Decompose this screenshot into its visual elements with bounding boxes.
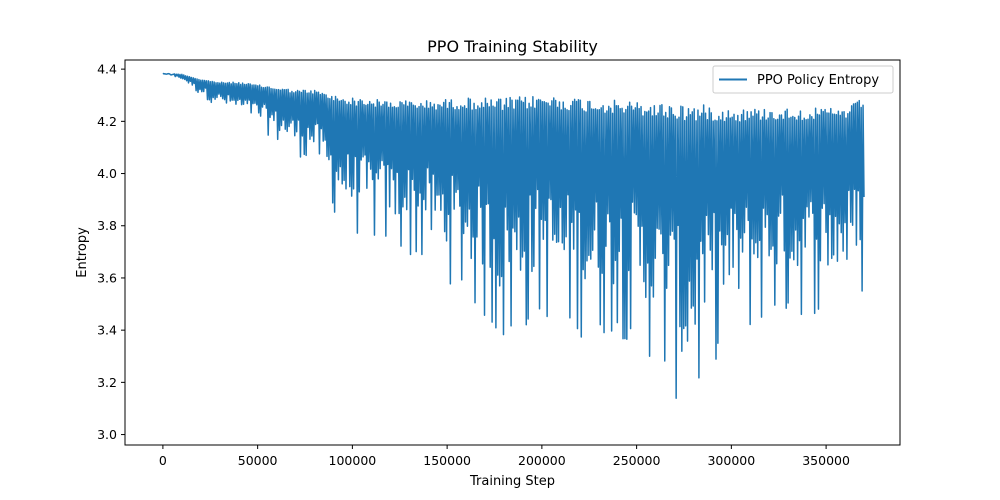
x-tick-label: 350000 (802, 453, 850, 468)
x-axis-label: Training Step (469, 474, 555, 489)
legend: PPO Policy Entropy (712, 65, 894, 94)
x-tick-label: 250000 (613, 453, 661, 468)
legend-label: PPO Policy Entropy (757, 73, 879, 88)
series-line-ppo-policy-entropy (162, 72, 865, 399)
plot-area (162, 72, 865, 399)
x-tick-label: 200000 (518, 453, 566, 468)
y-tick-label: 4.4 (97, 62, 117, 77)
y-tick-label: 3.4 (97, 323, 117, 338)
legend-frame (712, 65, 894, 94)
x-tick-label: 50000 (238, 453, 278, 468)
y-tick-label: 3.6 (97, 270, 117, 285)
y-axis-label: Entropy (75, 227, 90, 278)
chart-title: PPO Training Stability (427, 37, 598, 56)
y-axis: 3.0 3.2 3.4 3.6 3.8 4.0 4.2 4.4 (97, 62, 125, 442)
plot-frame (124, 59, 901, 446)
x-tick-label: 150000 (423, 453, 471, 468)
y-tick-label: 3.8 (97, 218, 117, 233)
x-tick-label: 100000 (329, 453, 377, 468)
x-tick-label: 0 (159, 453, 167, 468)
x-axis: 0 50000 100000 150000 200000 250000 300000 3500… (159, 445, 850, 468)
y-tick-label: 3.2 (97, 375, 117, 390)
y-tick-label: 4.0 (97, 166, 117, 181)
y-tick-label: 4.2 (97, 114, 117, 129)
x-tick-label: 300000 (707, 453, 755, 468)
y-tick-label: 3.0 (97, 427, 117, 442)
